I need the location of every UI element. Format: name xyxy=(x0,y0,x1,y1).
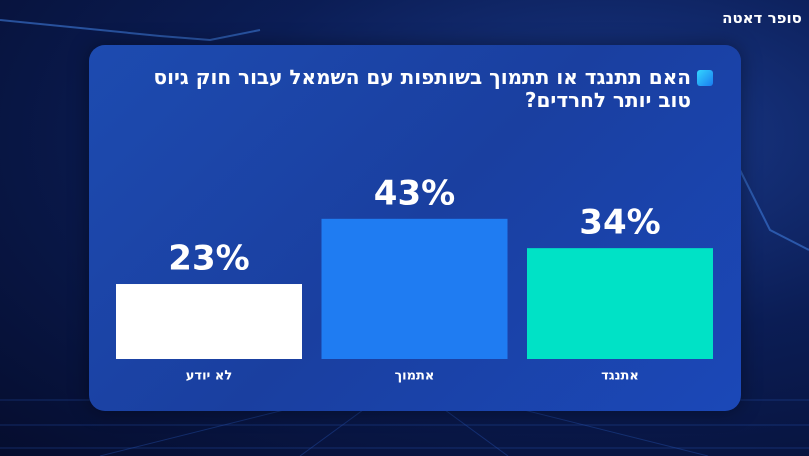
logo: סופר דאטה xyxy=(722,9,802,27)
x-tick-label: אתמוך xyxy=(395,369,435,384)
x-tick-label: אתנגד xyxy=(601,369,639,384)
value-label: 23% xyxy=(168,239,249,279)
value-label: 43% xyxy=(374,173,455,213)
chart-title: האם תתנגד או תתמוך בשותפות עם השמאל עבור… xyxy=(153,65,691,112)
bar xyxy=(527,248,713,359)
x-tick-label: לא יודע xyxy=(186,369,232,384)
bar xyxy=(116,284,302,359)
bar xyxy=(321,218,508,359)
title-icon xyxy=(697,70,713,86)
value-label: 34% xyxy=(579,203,660,243)
